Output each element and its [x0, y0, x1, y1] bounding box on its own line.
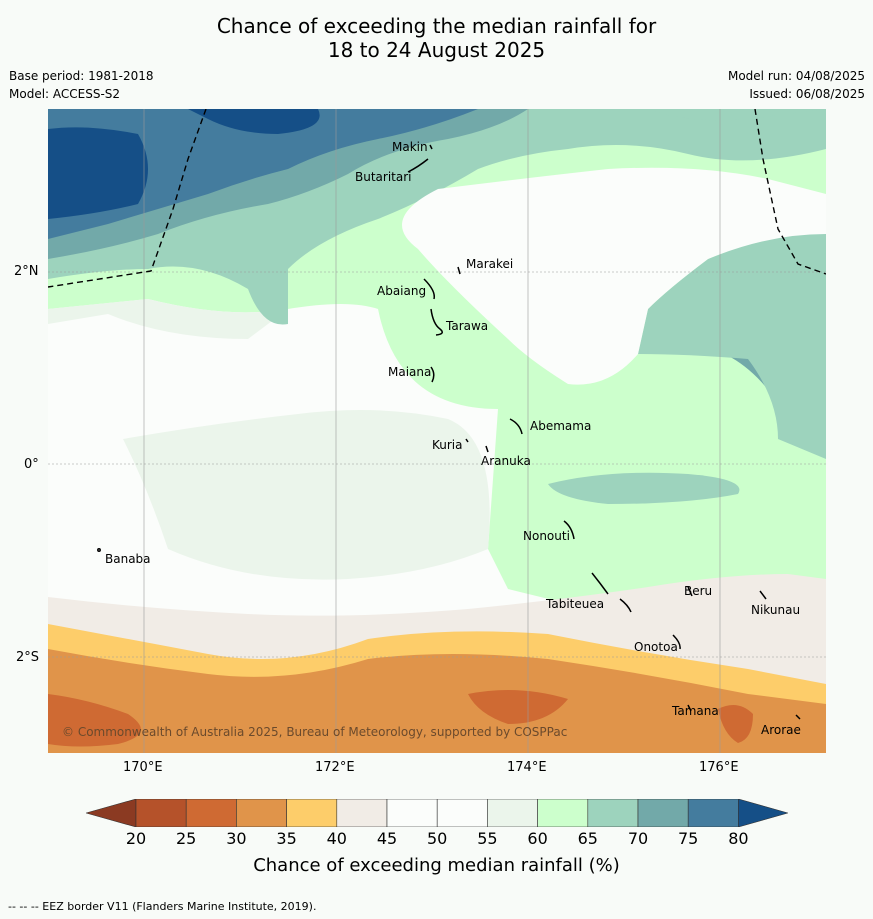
makin-butaritari-outline	[407, 144, 433, 173]
contour-55	[48, 299, 288, 339]
tarawa-outline	[430, 308, 443, 336]
lon-tick-174e: 174°E	[507, 760, 547, 775]
lat-tick-2n: 2°N	[14, 264, 39, 279]
place-kuria: Kuria	[432, 438, 463, 452]
banaba-outline	[97, 548, 101, 552]
colorbar-tick-label: 60	[527, 829, 548, 848]
place-onotoa: Onotoa	[634, 640, 678, 654]
place-tamana: Tamana	[671, 704, 719, 718]
place-tabiteuea: Tabiteuea	[545, 597, 604, 611]
grid-lines	[48, 109, 826, 753]
colorbar-under-arrow	[86, 799, 137, 827]
place-makin: Makin	[392, 140, 428, 154]
colorbar-swatch	[687, 799, 739, 827]
colorbar-swatch	[386, 799, 438, 827]
lat-tick-2s: 2°S	[16, 650, 40, 665]
maiana-outline	[430, 366, 435, 383]
arorae-outline	[795, 714, 801, 720]
map-title-line1: Chance of exceeding the median rainfall …	[216, 14, 657, 38]
onotoa-outline	[672, 634, 681, 650]
contour-75	[48, 109, 478, 239]
place-beru: Beru	[684, 584, 712, 598]
rainfall-map[interactable]: Makin Butaritari Marakei Abaiang Tarawa …	[48, 109, 826, 753]
colorbar-over-arrow	[738, 799, 788, 827]
colorbar-tick-label: 35	[276, 829, 297, 848]
eez-border	[48, 109, 826, 288]
colorbar-swatch	[637, 799, 689, 827]
colorbar-swatch	[336, 799, 388, 827]
place-nikunau: Nikunau	[751, 603, 800, 617]
colorbar-tick-label: 25	[176, 829, 197, 848]
island-outlines	[97, 144, 801, 720]
place-aranuka: Aranuka	[481, 454, 531, 468]
colorbar-tick-label: 55	[477, 829, 498, 848]
model-name: Model: ACCESS-S2	[9, 87, 121, 101]
colorbar-tick-label: 40	[326, 829, 347, 848]
colorbar-title: Chance of exceeding median rainfall (%)	[253, 855, 620, 876]
contour-55-central	[123, 410, 490, 580]
place-marakei: Marakei	[466, 257, 513, 271]
colorbar-tick-label: 30	[226, 829, 247, 848]
colorbar-swatch	[185, 799, 237, 827]
place-tarawa: Tarawa	[445, 319, 488, 333]
place-abemama: Abemama	[530, 419, 591, 433]
colorbar-swatch	[236, 799, 287, 827]
kuria-outline	[465, 438, 469, 443]
copyright-notice: © Commonwealth of Australia 2025, Bureau…	[62, 725, 567, 739]
colorbar-tick-label: 70	[627, 829, 649, 848]
colorbar-swatch	[537, 799, 589, 827]
colorbar-swatch	[487, 799, 538, 827]
nikunau-outline	[759, 590, 767, 600]
lat-tick-0: 0°	[24, 457, 39, 472]
lon-tick-170e: 170°E	[123, 760, 163, 775]
contour-65-east	[638, 109, 826, 459]
place-banaba: Banaba	[105, 552, 151, 566]
colorbar-tick-label: 75	[678, 829, 699, 848]
colorbar-tick-label: 65	[577, 829, 598, 848]
abemama-outline	[509, 418, 523, 435]
place-maiana: Maiana	[388, 365, 431, 379]
colorbar-tick-label: 50	[427, 829, 448, 848]
beru-outline	[687, 586, 693, 597]
colorbar-swatch	[587, 799, 639, 827]
contour-30	[48, 649, 826, 753]
aranuka-outline	[485, 445, 489, 453]
place-butaritari: Butaritari	[355, 170, 412, 184]
place-arorae: Arorae	[761, 723, 801, 737]
contour-80	[48, 109, 320, 219]
lon-tick-172e: 172°E	[315, 760, 355, 775]
place-nonouti: Nonouti	[523, 529, 570, 543]
abaiang-outline	[423, 278, 436, 300]
place-abaiang: Abaiang	[377, 284, 426, 298]
colorbar-swatch	[436, 799, 488, 827]
map-title-line2: 18 to 24 August 2025	[327, 38, 546, 62]
lon-tick-176e: 176°E	[699, 760, 739, 775]
contour-65-central	[548, 472, 740, 504]
tamana-outline	[687, 704, 692, 712]
colorbar-tick-label: 80	[728, 829, 749, 848]
contour-25	[48, 690, 753, 747]
colorbar-swatch	[286, 799, 338, 827]
colorbar	[86, 799, 788, 827]
model-run: Model run: 04/08/2025	[727, 69, 865, 83]
colorbar-tick-label: 45	[376, 829, 398, 848]
nonouti-outline	[563, 520, 575, 540]
issued-date: Issued: 06/08/2025	[749, 87, 865, 101]
tabiteuea-outline	[591, 572, 632, 613]
marakei-outline	[457, 266, 461, 275]
colorbar-tick-label: 20	[125, 829, 147, 848]
colorbar-swatch	[135, 799, 187, 827]
eez-legend-note: -- -- -- EEZ border V11 (Flanders Marine…	[8, 900, 317, 913]
base-period: Base period: 1981-2018	[9, 69, 154, 83]
